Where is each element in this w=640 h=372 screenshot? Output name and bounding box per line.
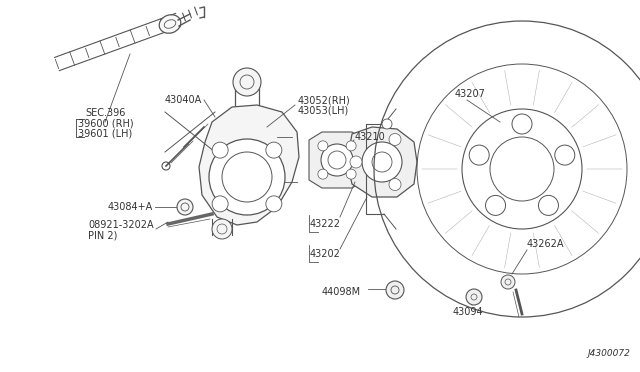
Circle shape	[469, 145, 489, 165]
Circle shape	[177, 199, 193, 215]
Text: 43084+A: 43084+A	[108, 202, 153, 212]
Circle shape	[555, 145, 575, 165]
Circle shape	[389, 134, 401, 145]
Circle shape	[389, 179, 401, 190]
Ellipse shape	[159, 15, 180, 33]
Text: 44098M: 44098M	[322, 287, 361, 297]
Circle shape	[233, 68, 261, 96]
Circle shape	[538, 195, 559, 215]
Circle shape	[318, 169, 328, 179]
Circle shape	[350, 156, 362, 168]
Circle shape	[346, 141, 356, 151]
Circle shape	[266, 196, 282, 212]
Text: 43053(LH): 43053(LH)	[298, 105, 349, 115]
Polygon shape	[347, 127, 417, 197]
Circle shape	[266, 142, 282, 158]
Circle shape	[501, 275, 515, 289]
Text: 43202: 43202	[310, 249, 341, 259]
Text: PIN 2): PIN 2)	[88, 230, 117, 240]
Circle shape	[486, 195, 506, 215]
Circle shape	[212, 219, 232, 239]
Text: SEC.396: SEC.396	[85, 108, 125, 118]
Text: 43094: 43094	[452, 307, 483, 317]
Circle shape	[382, 119, 392, 129]
Text: 43052(RH): 43052(RH)	[298, 95, 351, 105]
Text: 43040A: 43040A	[165, 95, 202, 105]
Circle shape	[346, 169, 356, 179]
Circle shape	[512, 114, 532, 134]
Circle shape	[209, 139, 285, 215]
Text: 43222: 43222	[310, 219, 341, 229]
Circle shape	[212, 142, 228, 158]
Text: 08921-3202A: 08921-3202A	[88, 220, 154, 230]
Text: 43207: 43207	[455, 89, 486, 99]
Circle shape	[318, 141, 328, 151]
Circle shape	[466, 289, 482, 305]
Text: 43262A: 43262A	[527, 239, 564, 249]
Text: J4300072: J4300072	[587, 350, 630, 359]
Polygon shape	[199, 105, 299, 225]
Circle shape	[386, 281, 404, 299]
Text: 39600 (RH): 39600 (RH)	[78, 118, 134, 128]
Circle shape	[321, 144, 353, 176]
Text: 39601 (LH): 39601 (LH)	[78, 128, 132, 138]
Circle shape	[362, 142, 402, 182]
Text: 43210: 43210	[355, 132, 386, 142]
Polygon shape	[309, 132, 365, 188]
Circle shape	[212, 196, 228, 212]
